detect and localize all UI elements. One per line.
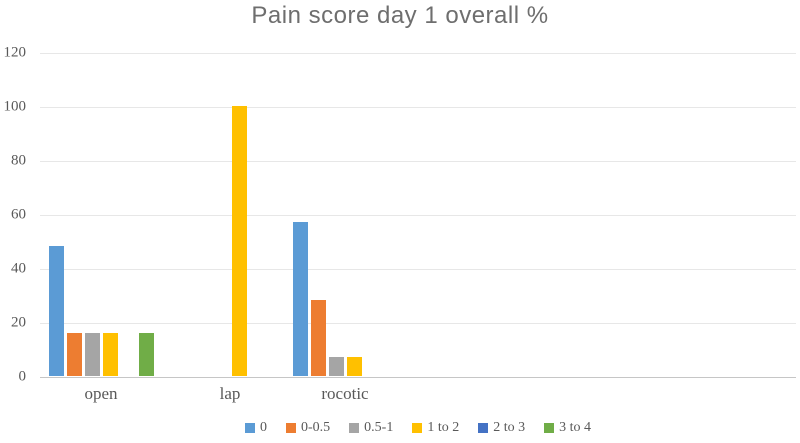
legend-label-0-5-1: 0.5-1 xyxy=(364,420,394,435)
chart-title: Pain score day 1 overall % xyxy=(251,2,549,29)
bar-open-0-5-1 xyxy=(84,332,100,376)
gridline-100 xyxy=(40,107,796,108)
bar-group-rocotic xyxy=(292,222,398,376)
legend-label-3-to-4: 3 to 4 xyxy=(559,420,591,435)
legend-swatch-3-to-4 xyxy=(544,423,555,433)
legend-label-1-to-2: 1 to 2 xyxy=(427,420,460,435)
bar-open-0-0-5 xyxy=(66,332,82,376)
bar-rocotic-0 xyxy=(292,222,308,376)
legend-item-3-to-4: 3 to 4 xyxy=(544,421,591,435)
x-tick-label-open: open xyxy=(84,384,118,403)
x-tick-label-rocotic: rocotic xyxy=(321,384,369,403)
y-tick-label-100: 100 xyxy=(3,98,27,115)
legend-label-0: 0 xyxy=(259,420,267,435)
legend-item-1-to-2: 1 to 2 xyxy=(412,421,459,435)
y-tick-label-20: 20 xyxy=(11,314,26,331)
y-tick-label-120: 120 xyxy=(3,44,27,61)
bar-open-3-to-4 xyxy=(138,332,154,376)
bar-lap-1-to-2 xyxy=(231,106,247,376)
legend-item-0-0-5: 0-0.5 xyxy=(285,420,331,435)
legend-label-0-0-5: 0-0.5 xyxy=(300,420,331,435)
gridline-80 xyxy=(40,161,796,162)
gridline-120 xyxy=(40,53,796,54)
legend: 0 0-0.5 0.5-1 1 to 2 2 to 3 3 to 4 xyxy=(40,421,796,435)
legend-item-2-to-3: 2 to 3 xyxy=(478,421,525,435)
legend-item-0-5-1: 0.5-1 xyxy=(349,421,393,435)
legend-swatch-0-0-5 xyxy=(285,423,296,433)
legend-item-0: 0 xyxy=(244,420,267,435)
gridline-40 xyxy=(40,269,796,270)
bar-rocotic-0-0-5 xyxy=(310,300,326,376)
x-axis-line xyxy=(40,377,796,378)
bar-rocotic-1-to-2 xyxy=(346,357,362,376)
bar-group-open xyxy=(48,246,154,376)
gridline-20 xyxy=(40,323,796,324)
legend-swatch-2-to-3 xyxy=(478,423,489,433)
legend-swatch-0-5-1 xyxy=(349,423,360,433)
legend-swatch-0 xyxy=(244,423,255,433)
bar-open-1-to-2 xyxy=(102,332,118,376)
gridline-60 xyxy=(40,215,796,216)
y-tick-label-80: 80 xyxy=(11,152,26,169)
plot-area xyxy=(40,53,796,378)
x-tick-label-lap: lap xyxy=(219,384,241,403)
y-tick-label-0: 0 xyxy=(18,368,27,385)
legend-label-2-to-3: 2 to 3 xyxy=(493,420,526,435)
bar-group-lap xyxy=(178,106,283,376)
y-tick-label-40: 40 xyxy=(11,260,26,277)
legend-swatch-1-to-2 xyxy=(412,423,423,433)
y-tick-label-60: 60 xyxy=(11,206,26,223)
bar-rocotic-0-5-1 xyxy=(328,357,344,376)
bar-open-0 xyxy=(48,246,64,376)
